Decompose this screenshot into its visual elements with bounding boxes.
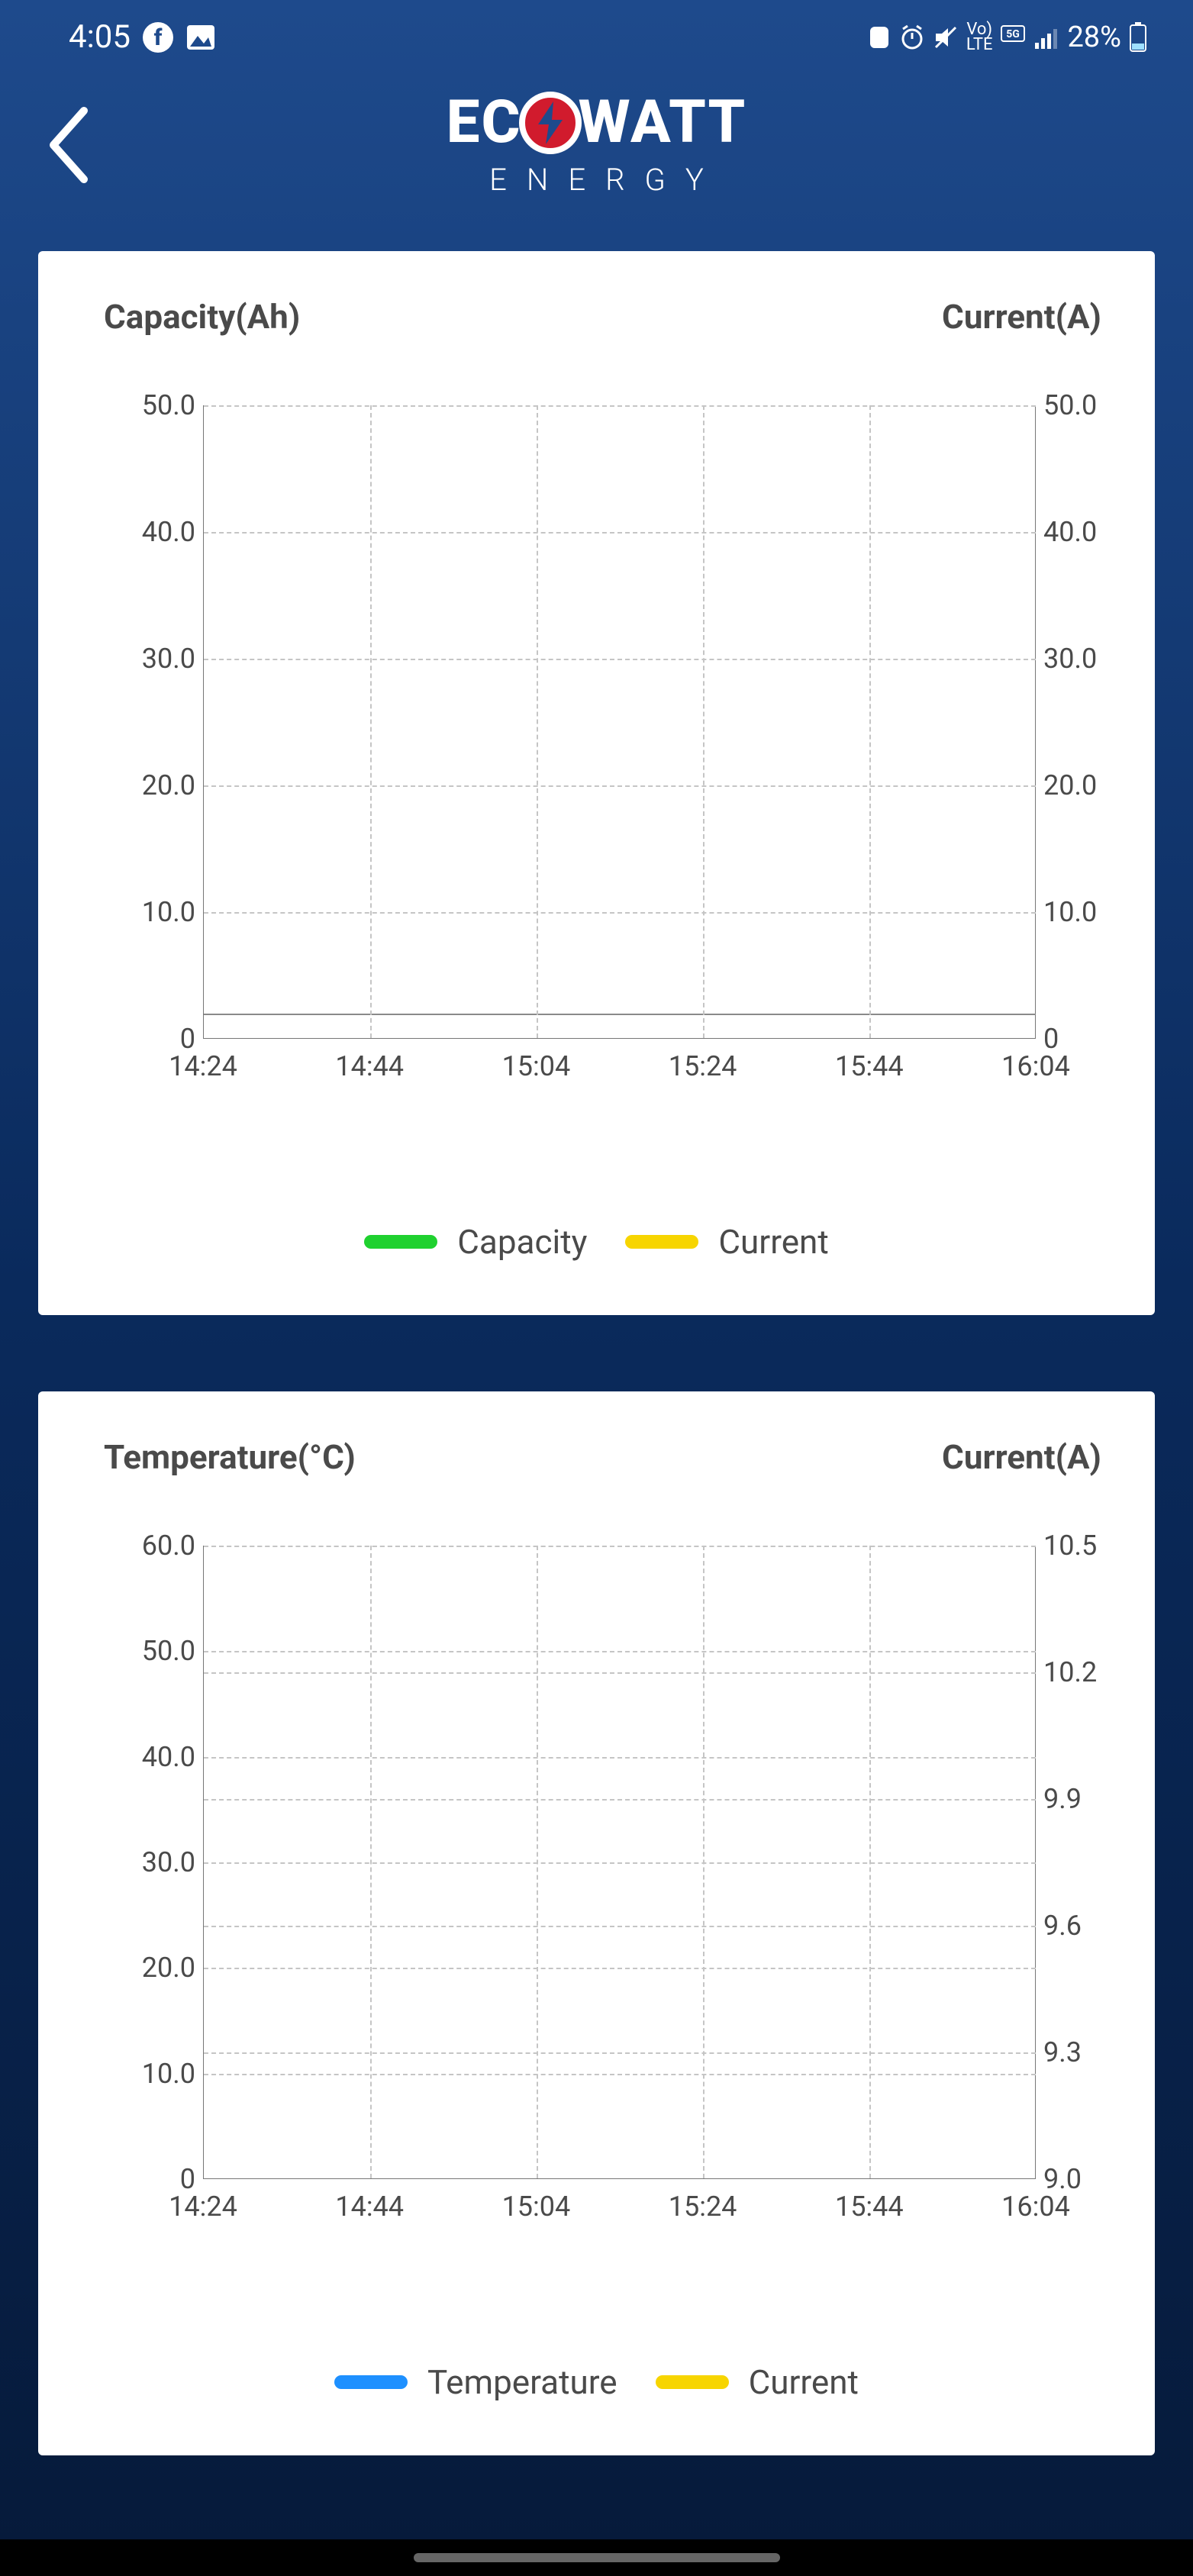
- svg-text:f: f: [154, 24, 163, 51]
- status-left: 4:05 f: [69, 18, 216, 56]
- logo-subtitle: ENERGY: [447, 162, 747, 198]
- facebook-icon: f: [143, 22, 173, 53]
- legend-label-current: Current: [718, 1222, 828, 1262]
- chart2-xticks: 14:2414:4415:0415:2415:4416:04: [203, 2191, 1036, 2229]
- chart1-flatline: [204, 1014, 1036, 1015]
- chart2: 010.020.030.040.050.060.0 9.09.39.69.910…: [66, 1546, 1127, 2263]
- chart1-xticks: 14:2414:4415:0415:2415:4416:04: [203, 1050, 1036, 1088]
- alarm-icon: [899, 24, 925, 50]
- status-right: Vo)LTE 5G 28%: [867, 21, 1147, 54]
- chart2-left-title: Temperature(°C): [104, 1437, 356, 1477]
- legend-swatch-current: [625, 1235, 698, 1249]
- temperature-current-card: Temperature(°C) Current(A) 010.020.030.0…: [38, 1391, 1155, 2455]
- chart1: 010.020.030.040.050.0 010.020.030.040.05…: [66, 405, 1127, 1123]
- chart2-plot: [203, 1546, 1036, 2179]
- chart1-right-title: Current(A): [942, 297, 1101, 337]
- nav-handle[interactable]: [414, 2553, 780, 2562]
- logo-text-right: WATT: [579, 88, 747, 157]
- battery-pct: 28%: [1067, 21, 1121, 54]
- chart1-legend: Capacity Current: [66, 1222, 1127, 1262]
- chart1-left-title: Capacity(Ah): [104, 297, 300, 337]
- legend-label-temperature: Temperature: [427, 2362, 617, 2402]
- legend-current-2[interactable]: Current: [656, 2362, 859, 2402]
- logo-bolt-icon: [519, 92, 582, 154]
- legend-current[interactable]: Current: [625, 1222, 828, 1262]
- legend-swatch-current-2: [656, 2375, 729, 2389]
- logo-text-left: EC: [447, 88, 522, 157]
- capacity-current-card: Capacity(Ah) Current(A) 010.020.030.040.…: [38, 251, 1155, 1315]
- clock: 4:05: [69, 18, 131, 56]
- app-header: EC WATT ENERGY: [0, 65, 1193, 251]
- chart1-plot: [203, 405, 1036, 1039]
- system-nav-bar: [0, 2539, 1193, 2576]
- legend-capacity[interactable]: Capacity: [364, 1222, 587, 1262]
- signal-icon: [1033, 24, 1059, 50]
- legend-label-current-2: Current: [749, 2362, 859, 2402]
- legend-temperature[interactable]: Temperature: [334, 2362, 617, 2402]
- legend-swatch-capacity: [364, 1235, 437, 1249]
- chart2-legend: Temperature Current: [66, 2362, 1127, 2402]
- status-bar: 4:05 f Vo)LTE 5G 28%: [0, 0, 1193, 65]
- battery-icon: [1129, 22, 1147, 53]
- mute-icon: [933, 24, 959, 50]
- app-logo: EC WATT ENERGY: [447, 88, 747, 198]
- network-5g-icon: 5G: [1000, 24, 1026, 50]
- volte-icon: Vo)LTE: [966, 22, 993, 53]
- legend-swatch-temperature: [334, 2375, 408, 2389]
- gallery-icon: [185, 22, 216, 53]
- svg-text:5G: 5G: [1007, 28, 1020, 40]
- leaf-icon: [867, 25, 892, 50]
- chart2-right-title: Current(A): [942, 1437, 1101, 1477]
- back-button[interactable]: [42, 103, 95, 190]
- legend-label-capacity: Capacity: [457, 1222, 587, 1262]
